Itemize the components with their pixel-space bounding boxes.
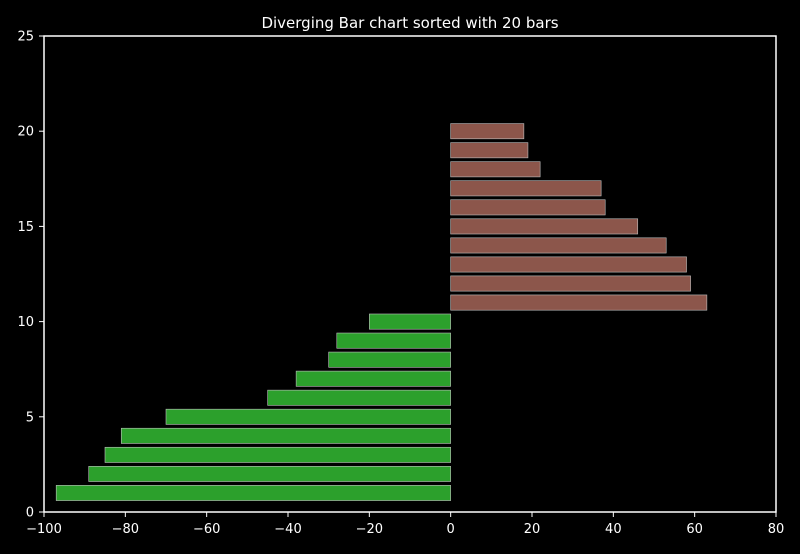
y-tick-label: 15 xyxy=(17,220,34,235)
x-tick-label: 80 xyxy=(768,522,785,537)
y-tick-label: 25 xyxy=(17,30,34,45)
bar-6 xyxy=(267,389,451,406)
plot-frame xyxy=(43,35,777,513)
bar-3 xyxy=(104,446,451,463)
bar-12 xyxy=(450,275,691,292)
bars-group xyxy=(55,123,708,501)
bar-7 xyxy=(295,370,451,387)
y-tick-label: 20 xyxy=(17,125,34,140)
y-tick-label: 5 xyxy=(26,410,34,425)
bar-8 xyxy=(328,351,451,368)
bar-14 xyxy=(450,237,667,254)
bar-13 xyxy=(450,256,687,273)
x-tick-label: −80 xyxy=(112,522,139,537)
y-tick-label: 0 xyxy=(26,506,34,521)
bar-18 xyxy=(450,161,541,178)
bar-17 xyxy=(450,180,602,197)
bar-4 xyxy=(120,427,451,444)
bar-16 xyxy=(450,199,606,216)
bar-15 xyxy=(450,218,639,235)
x-tick-label: 60 xyxy=(686,522,703,537)
y-axis: 0 5 10 15 20 25 xyxy=(17,30,44,521)
x-tick-label: 20 xyxy=(524,522,541,537)
bar-5 xyxy=(165,408,451,425)
x-tick-label: 0 xyxy=(447,522,455,537)
bar-2 xyxy=(88,466,451,482)
bar-11 xyxy=(450,294,708,311)
x-tick-label: 40 xyxy=(605,522,622,537)
bar-10 xyxy=(369,313,451,330)
x-tick-label: −60 xyxy=(193,522,220,537)
x-tick-label: −100 xyxy=(26,522,62,537)
bar-20 xyxy=(450,123,525,140)
bar-19 xyxy=(450,142,529,159)
bar-9 xyxy=(336,332,451,349)
x-tick-label: −20 xyxy=(356,522,383,537)
x-axis: −100 −80 −60 −40 −20 0 20 40 60 80 xyxy=(26,512,784,537)
y-tick-label: 10 xyxy=(17,315,34,330)
chart-title: Diverging Bar chart sorted with 20 bars xyxy=(261,14,558,32)
x-tick-label: −40 xyxy=(274,522,301,537)
bar-1 xyxy=(55,485,451,501)
